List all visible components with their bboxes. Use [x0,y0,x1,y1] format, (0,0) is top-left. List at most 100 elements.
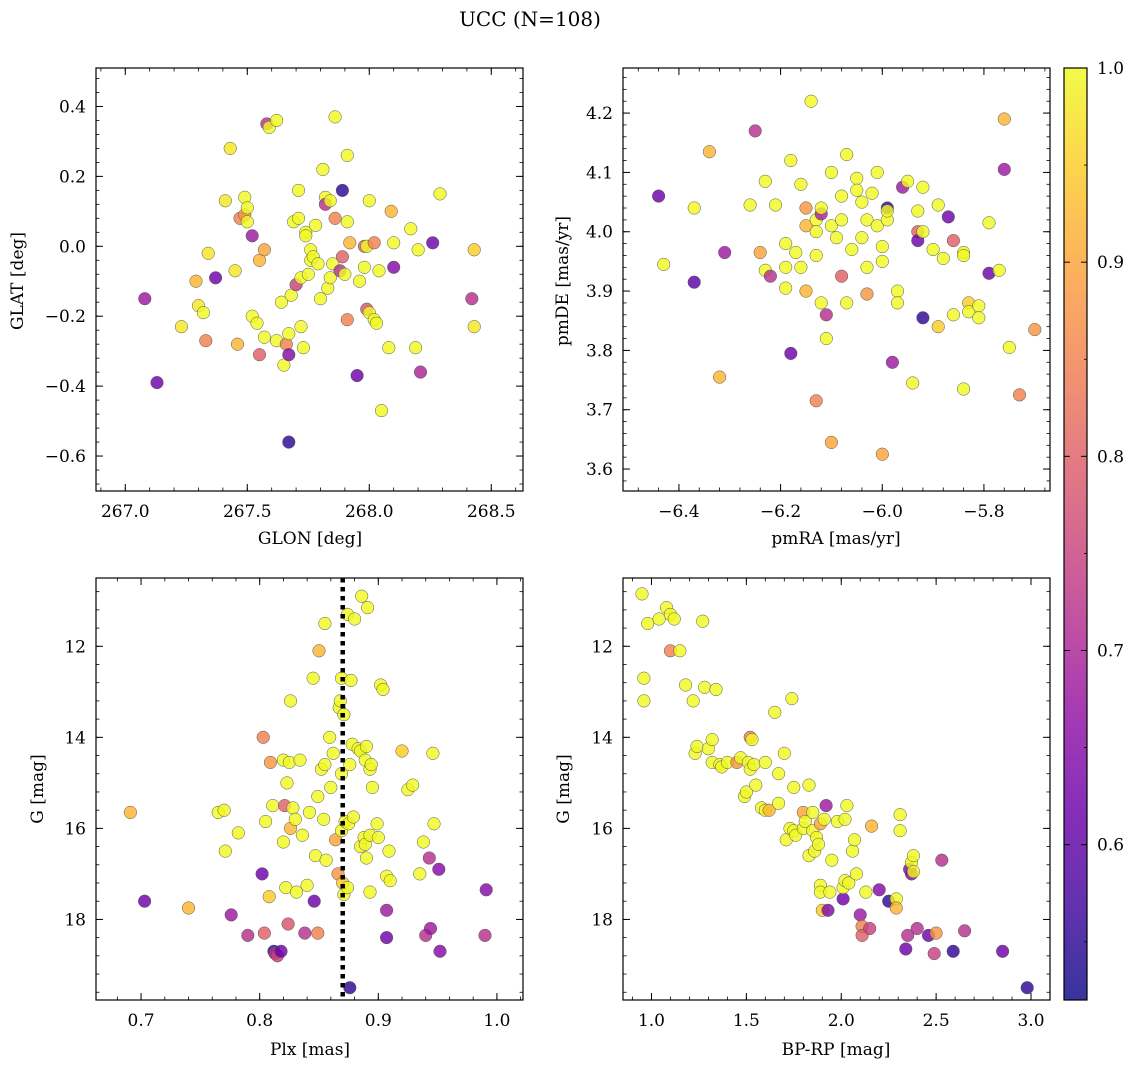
data-point [829,231,844,245]
colorbar-tick-label: 0.8 [1097,447,1124,467]
data-point [819,331,833,346]
colorbar-gradient [1063,67,1088,1001]
data-point [880,204,894,218]
scatter-points [138,110,481,449]
data-point [906,376,920,390]
data-point [189,274,203,288]
scatter-points [635,587,1034,995]
y-tick-label: 12 [64,637,86,657]
data-point [335,250,349,264]
data-point [686,694,700,708]
data-point [835,213,849,227]
data-point [181,901,196,915]
data-point [1028,323,1042,337]
data-point [301,267,315,281]
data-point [762,803,776,817]
data-point [972,311,986,325]
data-point [138,292,152,306]
data-point [890,296,905,310]
data-point [380,931,394,945]
data-point [713,370,727,384]
x-tick-label: 1.0 [638,1011,665,1031]
data-point [667,612,681,626]
data-point [359,851,373,865]
panel-pmra-pmde: pmRA [mas/yr] pmDE [mas/yr] −6.4 −6.2 −6.0… [553,67,1051,549]
data-point [652,189,666,203]
x-tick-label: 0.8 [246,1011,273,1031]
data-point [865,819,879,833]
data-point [323,271,337,285]
data-point [218,844,232,858]
data-point [768,198,783,212]
y-tick-label: 18 [591,910,613,930]
data-point [957,248,971,263]
data-point [383,874,397,888]
y-tick-label: 0.4 [59,97,86,117]
data-point [855,195,869,209]
data-point [467,243,481,257]
data-point [982,216,996,230]
data-point [294,320,308,334]
data-point [777,746,791,760]
data-point [853,908,867,922]
data-point [323,194,337,208]
data-point [927,947,941,961]
data-point [259,814,273,829]
data-point [753,245,767,260]
data-point [382,341,396,355]
data-point [318,758,332,772]
data-point [745,733,759,747]
data-point [906,849,920,863]
data-point [311,926,325,940]
data-point [257,926,271,940]
data-point [291,183,306,197]
y-tick-label: 14 [64,728,86,748]
data-point [231,826,245,840]
data-point [870,165,884,179]
data-point [850,171,864,185]
x-tick-label: 267.5 [223,502,272,522]
data-point [875,240,889,254]
data-point [319,853,333,867]
data-point [350,369,364,383]
data-point [926,242,940,257]
data-point [365,780,379,794]
data-point [641,616,655,631]
data-point [316,162,330,176]
data-point [317,812,331,826]
data-point [302,805,317,819]
data-point [357,260,371,274]
data-point [809,225,823,239]
data-point [911,204,925,218]
data-point [743,198,757,212]
data-point [382,844,396,858]
data-point [941,210,955,224]
data-point [847,833,862,847]
data-point [288,812,302,826]
data-point [423,921,438,936]
x-axis-label: GLON [deg] [258,529,362,549]
data-point [280,776,294,790]
data-point [335,183,349,197]
data-point [270,113,284,127]
data-point [371,830,385,845]
data-point [860,213,874,227]
figure-title: UCC (N=108) [459,7,601,31]
data-point [779,260,793,274]
y-axis-label: pmDE [mas/yr] [553,216,573,346]
data-point [293,753,307,767]
data-point [870,219,884,233]
data-point [835,189,849,203]
y-tick-label: 4.1 [586,163,613,183]
data-point [840,799,854,813]
x-axis-label: pmRA [mas/yr] [771,529,900,549]
data-point [846,844,860,858]
panel-glon-glat: GLON [deg] GLAT [deg] 267.0 267.5 268.0 268… [8,67,524,549]
x-tick-label: −6.2 [760,502,801,522]
data-point [885,355,899,369]
data-point [387,236,401,250]
axes-frame [622,577,1051,1001]
data-point [772,767,786,781]
data-point [842,876,856,890]
data-point [324,780,338,794]
